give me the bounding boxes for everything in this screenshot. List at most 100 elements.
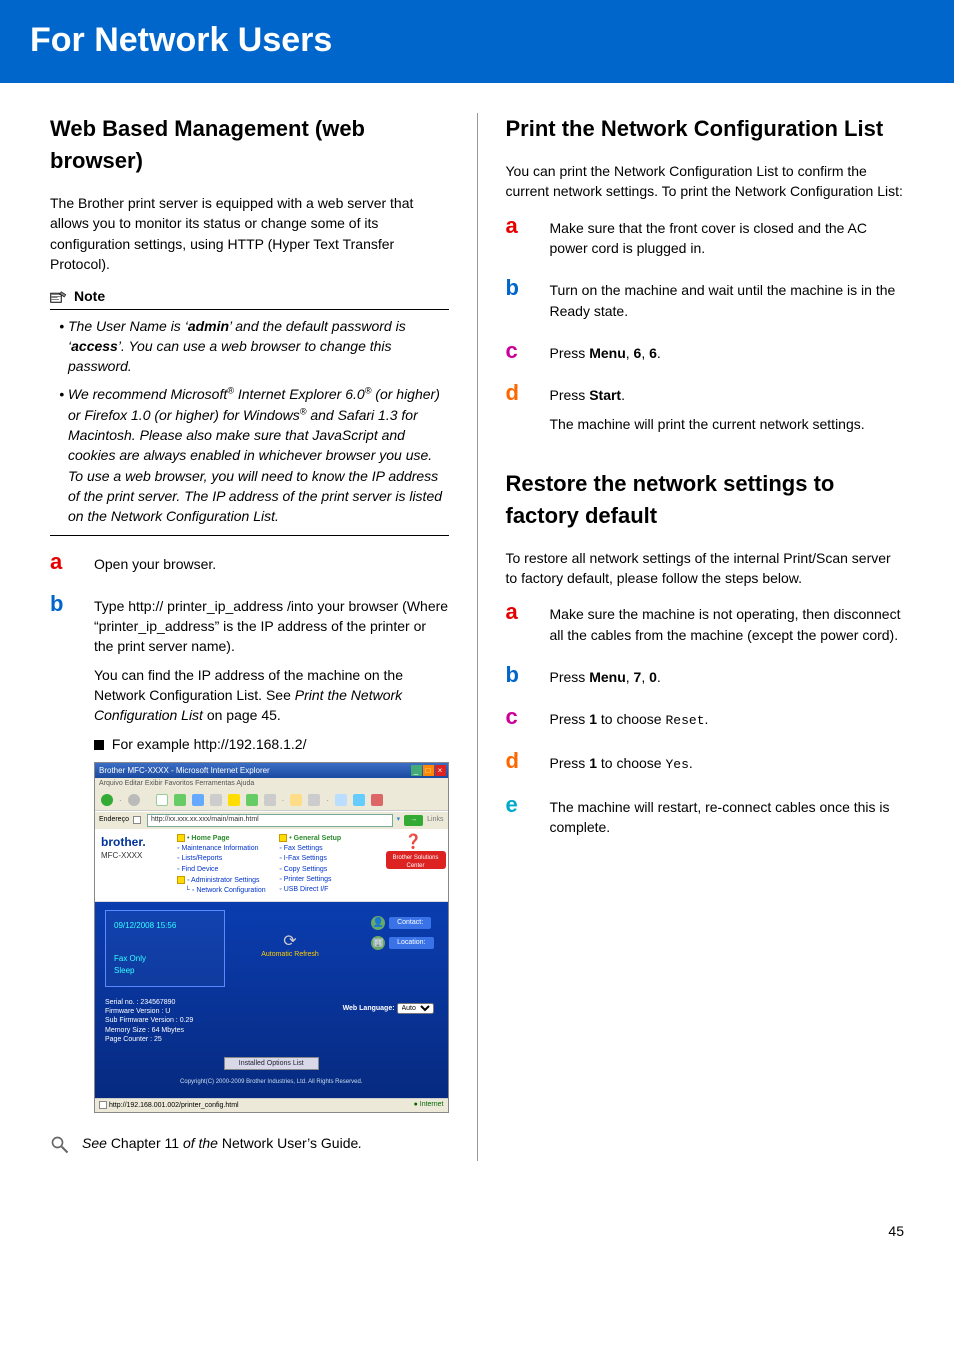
step-item: b Press Menu, 7, 0. — [506, 663, 905, 695]
maximize-icon[interactable]: □ — [423, 765, 434, 776]
nav-link[interactable]: └ ◦ Network Configuration — [177, 886, 279, 896]
research-icon[interactable] — [371, 794, 383, 806]
logo-column: brother. MFC-XXXX — [95, 829, 175, 901]
page-header: For Network Users — [0, 0, 954, 83]
go-button[interactable]: → — [404, 815, 423, 825]
steps-print: a Make sure that the front cover is clos… — [506, 214, 905, 442]
status-box: 09/12/2008 15:56 Fax Only Sleep — [105, 910, 225, 987]
status-date: 09/12/2008 15:56 — [114, 921, 216, 931]
window-buttons: _□× — [410, 765, 446, 776]
nav-link[interactable]: ◦ Maintenance Information — [177, 844, 279, 854]
options-button-row: Installed Options List — [105, 1058, 438, 1068]
forward-icon[interactable] — [128, 794, 140, 806]
page-header-pane: brother. MFC-XXXX • Home Page ◦ Maintena… — [95, 829, 448, 902]
nav-link[interactable]: ◦ Copy Settings — [279, 865, 381, 875]
contact-button[interactable]: 👤Contact: — [371, 916, 433, 930]
nav-link[interactable]: ◦ Find Device — [177, 865, 279, 875]
page-number: 45 — [0, 1191, 954, 1261]
square-bullet-icon — [94, 740, 104, 750]
footnote: See Chapter 11 of the Network User’s Gui… — [50, 1133, 449, 1160]
close-icon[interactable]: × — [435, 765, 446, 776]
nav-link[interactable]: ◦ USB Direct I/F — [279, 885, 381, 895]
step-item: d Press Start. The machine will print th… — [506, 381, 905, 442]
page-icon — [133, 816, 141, 824]
nav-links-right: • General Setup ◦ Fax Settings ◦ I-Fax S… — [279, 833, 381, 897]
step-letter-b: b — [506, 276, 532, 300]
step-item: a Open your browser. — [50, 550, 449, 582]
address-input[interactable]: http://xx.xxx.xx.xxx/main/main.html — [147, 814, 393, 826]
minimize-icon[interactable]: _ — [411, 765, 422, 776]
person-icon: 👤 — [371, 916, 385, 930]
step-item: c Press 1 to choose Reset. — [506, 705, 905, 739]
nav-link[interactable]: • General Setup — [279, 833, 381, 844]
content-columns: Web Based Management (web browser) The B… — [0, 83, 954, 1190]
step-letter-a: a — [506, 214, 532, 238]
section-heading: Print the Network Configuration List — [506, 113, 905, 145]
footnote-text: See Chapter 11 of the Network User’s Gui… — [82, 1133, 362, 1153]
note-divider — [50, 535, 449, 536]
step-item: c Press Menu, 6, 6. — [506, 339, 905, 371]
nav-link[interactable]: ◦ Printer Settings — [279, 875, 381, 885]
note-bullet-1: The User Name is ‘admin’ and the default… — [68, 316, 449, 377]
refresh-icon[interactable] — [174, 794, 186, 806]
note-header: Note — [50, 286, 449, 309]
nav-link[interactable]: ◦ Fax Settings — [279, 844, 381, 854]
note-bullet-2: We recommend Microsoft® Internet Explore… — [68, 384, 449, 526]
folder-icon — [177, 834, 185, 842]
right-column: Print the Network Configuration List You… — [478, 113, 905, 1160]
step-body: Type http:// printer_ip_address /into yo… — [94, 592, 449, 1123]
browser-screenshot: Brother MFC-XXXX - Microsoft Internet Ex… — [94, 762, 449, 1113]
steps-left: a Open your browser. b Type http:// prin… — [50, 550, 449, 1124]
step-item: e The machine will restart, re-connect c… — [506, 793, 905, 846]
browser-menubar[interactable]: Arquivo Editar Exibir Favoritos Ferramen… — [95, 778, 448, 790]
home-icon[interactable] — [192, 794, 204, 806]
nav-link[interactable]: ◦ Lists/Reports — [177, 854, 279, 864]
note-label: Note — [74, 286, 105, 306]
edit-icon[interactable] — [308, 794, 320, 806]
messenger-icon[interactable] — [353, 794, 365, 806]
step-letter-c: c — [506, 705, 532, 729]
status-panel: 09/12/2008 15:56 Fax Only Sleep ⟳ Automa… — [95, 902, 448, 1098]
step-letter-a: a — [506, 600, 532, 624]
window-titlebar: Brother MFC-XXXX - Microsoft Internet Ex… — [95, 763, 448, 778]
location-button[interactable]: 🏢Location: — [371, 936, 433, 950]
info-mem: Memory Size : 64 Mbytes — [105, 1027, 438, 1035]
status-sleep: Sleep — [114, 966, 216, 976]
location-icon: 🏢 — [371, 936, 385, 950]
back-icon[interactable] — [101, 794, 113, 806]
address-label: Endereço — [99, 816, 129, 824]
model-label: MFC-XXXX — [101, 851, 169, 861]
step-letter-e: e — [506, 793, 532, 817]
search-icon[interactable] — [210, 794, 222, 806]
print-icon[interactable] — [264, 794, 276, 806]
auto-refresh[interactable]: ⟳ Automatic Refresh — [245, 932, 335, 960]
nav-link[interactable]: ◦ I-Fax Settings — [279, 854, 381, 864]
favorites-icon[interactable] — [228, 794, 240, 806]
intro-paragraph: You can print the Network Configuration … — [506, 161, 905, 202]
installed-options-button[interactable]: Installed Options List — [224, 1057, 319, 1070]
note-block: Note The User Name is ‘admin’ and the de… — [50, 286, 449, 535]
copyright-text: Copyright(C) 2000-2009 Brother Industrie… — [105, 1079, 438, 1086]
address-dropdown-icon[interactable]: ▾ — [397, 816, 401, 824]
folder-icon — [279, 834, 287, 842]
links-label[interactable]: Links — [427, 816, 443, 824]
help-icon[interactable]: ❓ — [405, 833, 422, 850]
nav-links-left: • Home Page ◦ Maintenance Information ◦ … — [177, 833, 279, 897]
history-icon[interactable] — [246, 794, 258, 806]
stop-icon[interactable] — [156, 794, 168, 806]
nav-link[interactable]: ◦ Administrator Settings — [177, 875, 279, 886]
step-body: Open your browser. — [94, 550, 449, 582]
language-select[interactable]: Auto — [397, 1003, 434, 1014]
window-title: Brother MFC-XXXX - Microsoft Internet Ex… — [99, 766, 270, 776]
page-icon — [99, 1101, 107, 1109]
discuss-icon[interactable] — [335, 794, 347, 806]
mail-icon[interactable] — [290, 794, 302, 806]
step-b-findip: You can find the IP address of the machi… — [94, 665, 449, 726]
zone-label: ● Internet — [414, 1101, 444, 1110]
step-letter-a: a — [50, 550, 76, 574]
header-title: For Network Users — [30, 16, 924, 65]
folder-icon — [177, 876, 185, 884]
intro-paragraph: To restore all network settings of the i… — [506, 548, 905, 589]
nav-link[interactable]: • Home Page — [177, 833, 279, 844]
solutions-center-button[interactable]: Brother Solutions Center — [386, 851, 446, 869]
